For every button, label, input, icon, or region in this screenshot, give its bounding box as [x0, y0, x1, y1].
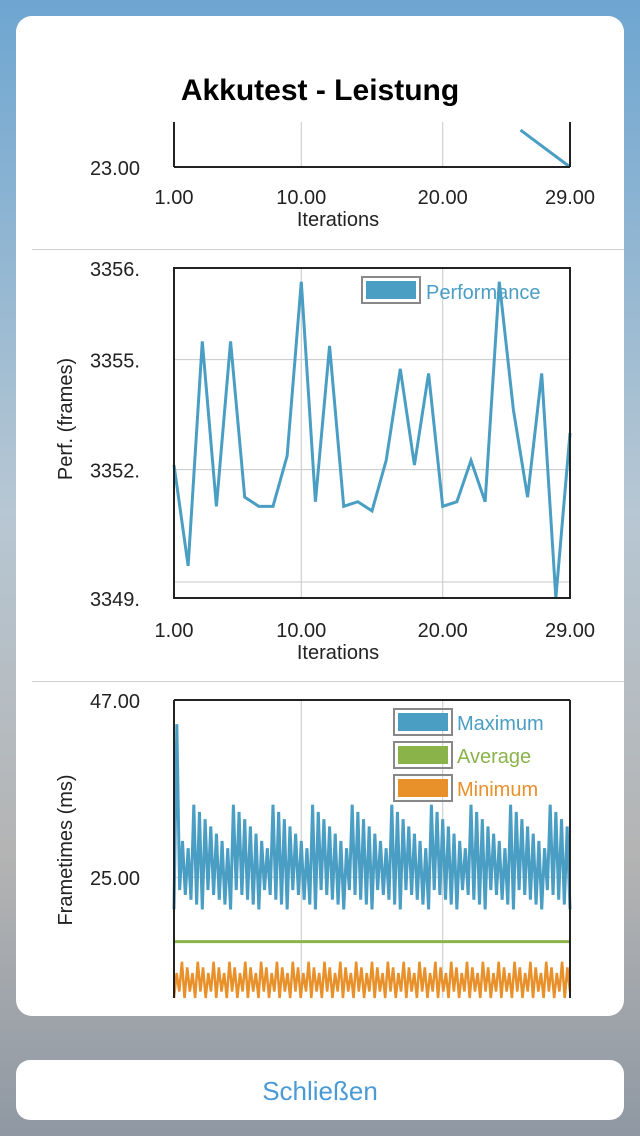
x-tick-label: 29.00	[545, 620, 595, 642]
x-axis-label: Iterations	[297, 642, 379, 664]
x-tick-label: 1.00	[155, 620, 194, 642]
legend-swatch	[398, 779, 448, 797]
legend-label: Average	[457, 746, 531, 768]
x-tick-label: 10.00	[276, 620, 326, 642]
y-tick-label: 3349.	[90, 589, 140, 611]
legend-label: Performance	[426, 282, 541, 304]
legend-swatch-frame	[393, 708, 453, 736]
y-tick-label: 23.00	[90, 158, 140, 180]
x-tick-label: 29.00	[545, 187, 595, 209]
dialog-title: Akkutest - Leistung	[180, 74, 460, 107]
y-tick-label: 3355.	[90, 351, 140, 373]
x-tick-label: 20.00	[418, 620, 468, 642]
legend-label: Maximum	[457, 713, 544, 735]
close-button[interactable]: Schließen	[16, 1060, 624, 1120]
legend-swatch-frame	[393, 741, 453, 769]
legend-swatch-frame	[393, 774, 453, 802]
x-tick-label: 20.00	[418, 187, 468, 209]
y-tick-label: 3352.	[90, 461, 140, 483]
minimum-line	[172, 961, 572, 999]
y-tick-label: 25.00	[90, 868, 140, 890]
y-tick-label: 3356.	[90, 259, 140, 281]
y-axis-label: Perf. (frames)	[55, 358, 77, 480]
separator	[32, 249, 624, 250]
legend-swatch	[398, 713, 448, 731]
x-axis-label: Iterations	[297, 209, 379, 231]
legend-swatch-frame	[361, 276, 421, 304]
legend-swatch	[398, 746, 448, 764]
y-tick-label: 47.00	[90, 691, 140, 713]
maximum-line	[172, 724, 572, 910]
x-tick-label: 10.00	[276, 187, 326, 209]
separator	[32, 681, 624, 682]
performance-line	[172, 281, 572, 599]
x-tick-label: 1.00	[155, 187, 194, 209]
legend-label: Minimum	[457, 779, 538, 801]
series-line	[519, 128, 571, 169]
y-axis-label: Frametimes (ms)	[55, 774, 77, 925]
plot-frame	[173, 267, 571, 599]
legend-swatch	[366, 281, 416, 299]
